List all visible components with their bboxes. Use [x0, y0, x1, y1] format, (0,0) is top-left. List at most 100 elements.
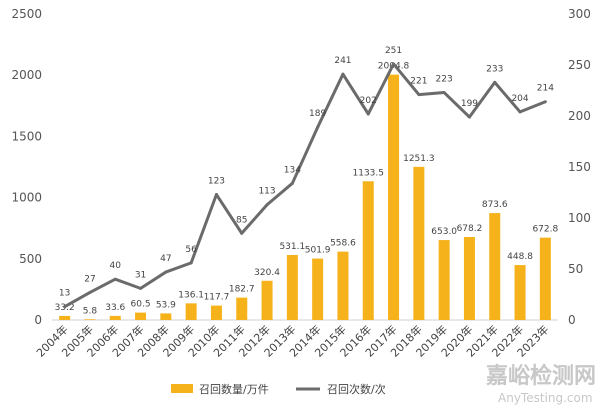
y-right-tick-label: 250 — [568, 58, 591, 72]
line-point — [214, 193, 218, 197]
bar-value-label: 182.7 — [229, 285, 255, 295]
line-point — [493, 80, 497, 84]
y-left-tick-label: 2500 — [11, 7, 42, 21]
bar — [438, 240, 450, 320]
line-point — [442, 91, 446, 95]
y-left-tick-label: 1000 — [11, 191, 42, 205]
bar-value-label: 672.8 — [532, 225, 558, 235]
line-value-label: 113 — [258, 187, 275, 197]
line-value-label: 27 — [84, 274, 95, 284]
bar — [489, 213, 501, 320]
line-value-label: 13 — [59, 289, 70, 299]
line-point — [543, 100, 547, 104]
bar-value-label: 60.5 — [131, 300, 151, 310]
line-value-label: 189 — [309, 109, 326, 119]
legend: 召回数量/万件 召回次数/次 — [171, 382, 386, 396]
line-value-label: 251 — [385, 46, 402, 56]
bar — [135, 312, 147, 320]
bar — [185, 303, 197, 320]
bar — [286, 254, 298, 320]
bar-value-label: 1133.5 — [353, 168, 385, 178]
bar — [388, 74, 400, 320]
bar-value-label: 501.9 — [305, 246, 331, 256]
line-value-label: 134 — [284, 165, 301, 175]
watermark-sub: AnyTesting.com — [498, 391, 593, 405]
line-point — [341, 72, 345, 76]
bar — [337, 251, 349, 320]
bar — [362, 181, 374, 320]
line-value-label: 56 — [185, 245, 197, 255]
bar — [463, 236, 475, 320]
bar-value-label: 448.8 — [507, 252, 533, 262]
line-value-label: 204 — [511, 94, 528, 104]
line-value-label: 31 — [135, 270, 146, 280]
bar-value-label: 873.6 — [482, 200, 508, 210]
line-point — [518, 110, 522, 114]
bar-value-label: 653.0 — [431, 227, 457, 237]
line-point — [467, 115, 471, 119]
y-right-tick-label: 100 — [568, 211, 591, 225]
line-point — [189, 261, 193, 265]
line-series: 13 27 40 31 47 56 123 85 113 134 189 241 202 251 221 22… — [59, 46, 554, 309]
bar-value-label: 678.2 — [457, 224, 483, 234]
line-value-label: 199 — [461, 99, 478, 109]
bar — [210, 305, 222, 320]
line-point — [240, 231, 244, 235]
bar-value-label: 531.1 — [279, 242, 305, 252]
line-point — [316, 125, 320, 129]
bar-value-label: 320.4 — [254, 268, 280, 278]
line-value-label: 47 — [160, 254, 171, 264]
y-left-tick-label: 0 — [34, 313, 42, 327]
line-value-label: 85 — [236, 215, 247, 225]
y-right-tick-label: 200 — [568, 109, 591, 123]
y-left-tick-label: 1500 — [11, 129, 42, 143]
line-point — [290, 181, 294, 185]
line-point — [63, 305, 67, 309]
bar — [236, 297, 248, 320]
bar — [109, 315, 121, 320]
line-value-label: 221 — [410, 77, 427, 87]
y-left-tick-label: 500 — [19, 252, 42, 266]
line-point — [113, 277, 117, 281]
line-value-label: 214 — [537, 84, 554, 94]
bar-value-label: 33.6 — [105, 303, 125, 313]
bar — [539, 237, 551, 320]
line-value-label: 241 — [334, 56, 351, 66]
line-point — [265, 203, 269, 207]
legend-bar-swatch — [171, 384, 193, 393]
bar — [413, 166, 425, 320]
line-value-label: 123 — [208, 177, 225, 187]
bar-value-label: 53.9 — [156, 300, 176, 310]
bar — [160, 313, 172, 320]
y-right-tick-label: 50 — [568, 262, 583, 276]
y-right-tick-label: 0 — [568, 313, 576, 327]
line-value-label: 202 — [360, 96, 377, 106]
y-left-tick-label: 2000 — [11, 68, 42, 82]
bar-value-label: 136.1 — [178, 290, 204, 300]
bar-value-label: 117.7 — [204, 293, 230, 303]
bar-value-label: 558.6 — [330, 239, 356, 249]
line-value-label: 223 — [436, 75, 453, 85]
line-point — [366, 112, 370, 116]
legend-bar-label: 召回数量/万件 — [199, 383, 269, 396]
line-point — [392, 62, 396, 66]
axes: 0 500 1000 1500 2000 2500 0 50 100 150 200 250 300 20… — [11, 7, 590, 360]
y-right-tick-label: 150 — [568, 160, 591, 174]
y-right-tick-label: 300 — [568, 7, 591, 21]
line-point — [164, 270, 168, 274]
bar — [261, 280, 273, 320]
line-value-label: 233 — [486, 64, 503, 74]
watermark: 嘉峪检测网 AnyTesting.com — [486, 363, 596, 405]
line-path — [63, 62, 546, 309]
bar — [59, 315, 71, 320]
legend-line-label: 召回次数/次 — [327, 382, 386, 396]
watermark-main: 嘉峪检测网 — [486, 363, 596, 389]
bar — [312, 258, 324, 320]
line-point — [417, 93, 421, 97]
line-point — [88, 290, 92, 294]
bar — [84, 319, 96, 320]
bar — [514, 265, 526, 320]
line-value-label: 40 — [110, 261, 122, 271]
